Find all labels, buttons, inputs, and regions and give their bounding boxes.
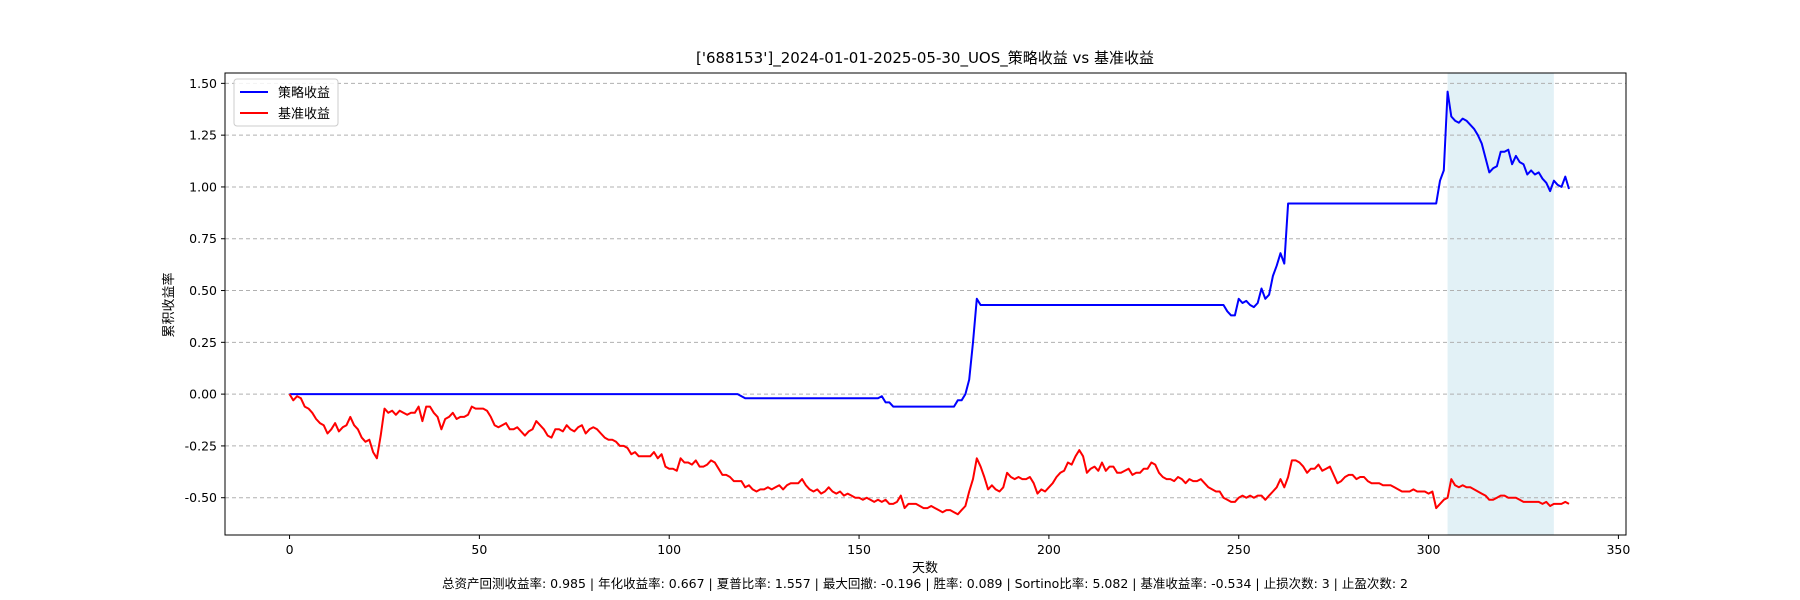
x-tick-label: 50 (471, 542, 487, 557)
y-tick-label: -0.25 (185, 438, 217, 453)
y-tick-label: 1.00 (189, 179, 217, 194)
series-layer (288, 90, 1570, 516)
x-tick-label: 250 (1227, 542, 1251, 557)
y-tick-label: 0.25 (189, 335, 217, 350)
highlight-region (1447, 73, 1554, 535)
backtest-stats-footer: 总资产回测收益率: 0.985 | 年化收益率: 0.667 | 夏普比率: 1… (442, 576, 1408, 591)
plot-area: 0 50 100 150 200 250 300 350 -0.50 -0.25 0.00 0.25… (185, 72, 1630, 557)
legend-label-benchmark: 基准收益 (278, 107, 330, 122)
legend: 策略收益 基准收益 (233, 78, 339, 127)
legend-box (233, 78, 339, 127)
axes-frame (224, 72, 1627, 536)
y-tick-label: 1.25 (189, 128, 217, 143)
y-tick-label: 1.50 (189, 76, 217, 91)
grid-lines (225, 82, 1626, 499)
chart-title: ['688153']_2024-01-01-2025-05-30_UOS_策略收… (696, 49, 1154, 68)
x-axis-ticks: 0 50 100 150 200 250 300 350 (286, 535, 1630, 557)
x-tick-label: 150 (847, 542, 871, 557)
x-tick-label: 350 (1606, 542, 1630, 557)
x-tick-label: 200 (1037, 542, 1061, 557)
y-axis-label: 累积收益率 (161, 272, 177, 337)
x-axis-label: 天数 (912, 561, 938, 576)
y-tick-label: 0.00 (189, 387, 217, 402)
y-tick-label: 0.75 (189, 231, 217, 246)
x-tick-label: 100 (657, 542, 681, 557)
strategy-line (289, 90, 1570, 408)
x-tick-label: 0 (286, 542, 294, 557)
legend-label-strategy: 策略收益 (278, 85, 330, 101)
benchmark-line (288, 393, 1570, 516)
y-tick-label: -0.50 (185, 490, 217, 505)
y-axis-ticks: -0.50 -0.25 0.00 0.25 0.50 0.75 1.00 1.25 1.50 (185, 76, 225, 505)
x-tick-label: 300 (1417, 542, 1441, 557)
y-tick-label: 0.50 (189, 283, 217, 298)
